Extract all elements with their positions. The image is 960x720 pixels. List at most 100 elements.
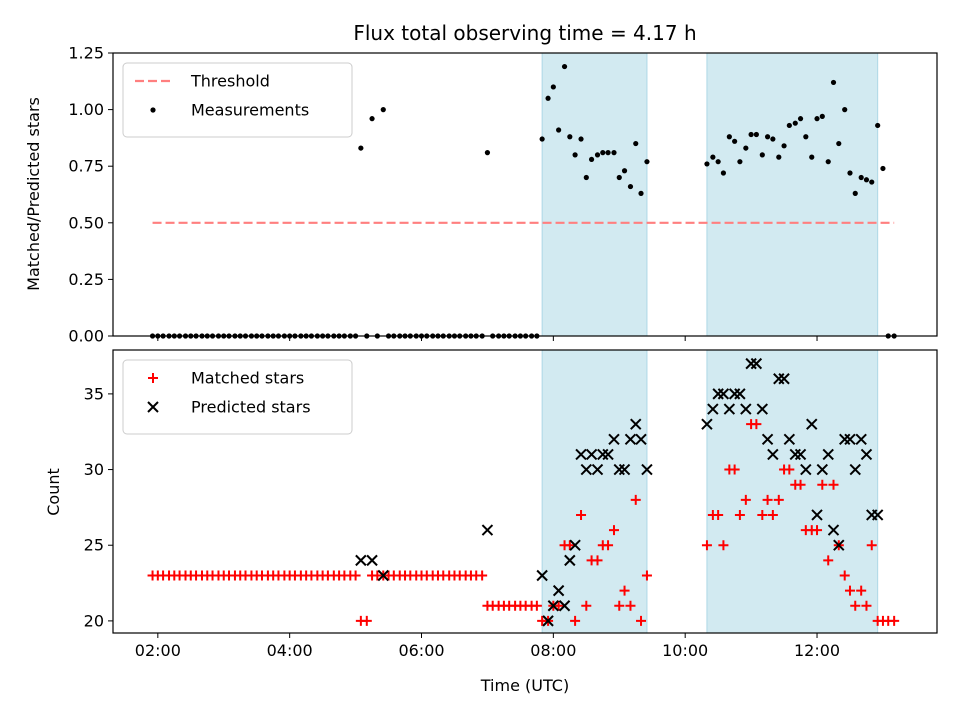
ratio-y-axis-label: Matched/Predicted stars bbox=[24, 97, 43, 291]
matched-point bbox=[850, 600, 861, 611]
predicted-point bbox=[558, 600, 571, 612]
predicted-point bbox=[734, 388, 746, 400]
predicted-point bbox=[547, 600, 560, 612]
predicted-point bbox=[822, 448, 834, 461]
measurement-point bbox=[704, 161, 710, 167]
measurement-point bbox=[875, 122, 881, 129]
predicted-point bbox=[871, 509, 884, 521]
measurement-point bbox=[550, 84, 556, 90]
measurement-point bbox=[759, 152, 765, 158]
measurement-point bbox=[726, 134, 732, 140]
matched-point bbox=[564, 540, 575, 551]
matched-point bbox=[839, 570, 850, 581]
count-axes-frame bbox=[112, 349, 938, 634]
measurement-point bbox=[737, 159, 743, 165]
x-tick-label: 10:00 bbox=[662, 641, 708, 660]
predicted-point bbox=[624, 433, 637, 445]
predicted-point bbox=[536, 569, 548, 582]
measurement-point bbox=[567, 134, 573, 140]
measurement-point bbox=[556, 127, 562, 133]
ratio-axes-frame bbox=[112, 52, 938, 337]
x-tick-label: 08:00 bbox=[530, 641, 576, 660]
chart-title: Flux total observing time = 4.17 h bbox=[353, 21, 696, 45]
predicted-point bbox=[833, 539, 845, 551]
predicted-point bbox=[806, 418, 818, 430]
matched-point bbox=[570, 615, 581, 626]
measurement-point bbox=[764, 134, 771, 140]
matched-point bbox=[592, 555, 603, 566]
count-series-0 bbox=[147, 419, 900, 626]
predicted-point bbox=[564, 554, 576, 567]
matched-point bbox=[361, 615, 372, 626]
predicted-point bbox=[816, 463, 829, 476]
measurement-point bbox=[621, 168, 628, 174]
count-panel: 20 25 30 35 02:00 04:00 06:00 08:00 10:00 12:00 Ma… bbox=[84, 349, 938, 660]
ratio-y-tick-label: 0.75 bbox=[68, 157, 104, 176]
predicted-point bbox=[635, 433, 647, 445]
x-tick-label: 02:00 bbox=[135, 641, 181, 660]
legend-series-label: Measurements bbox=[191, 101, 309, 120]
matched-point bbox=[784, 464, 795, 475]
predicted-point bbox=[355, 554, 367, 567]
matched-point bbox=[812, 525, 823, 536]
matched-point bbox=[477, 570, 488, 581]
matched-point bbox=[630, 494, 641, 505]
measurement-point bbox=[644, 159, 650, 165]
measurement-point bbox=[715, 159, 721, 165]
predicted-point bbox=[630, 418, 642, 430]
matched-point bbox=[751, 419, 762, 430]
predicted-point bbox=[844, 433, 856, 445]
count-y-axis-label: Count bbox=[44, 468, 63, 516]
measurement-point bbox=[380, 107, 386, 113]
measurement-point bbox=[743, 145, 749, 151]
ratio-y-tick-label: 1.25 bbox=[68, 44, 104, 63]
measurement-point bbox=[786, 122, 792, 129]
measurement-point bbox=[600, 150, 606, 156]
x-axis-label: Time (UTC) bbox=[480, 676, 569, 695]
predicted-point bbox=[767, 448, 779, 461]
predicted-point bbox=[740, 403, 752, 415]
predicted-point bbox=[860, 448, 873, 461]
legend-series-label: Matched stars bbox=[191, 369, 304, 388]
measurement-point bbox=[858, 174, 864, 181]
predicted-point bbox=[783, 433, 796, 445]
measurement-point bbox=[605, 150, 611, 156]
predicted-point bbox=[701, 418, 713, 430]
measurement-point bbox=[863, 177, 870, 183]
measurement-point bbox=[880, 165, 886, 172]
matched-point bbox=[713, 509, 724, 520]
legend-predicted-swatch bbox=[147, 401, 159, 413]
matched-point bbox=[641, 570, 652, 581]
matched-point bbox=[581, 600, 592, 611]
measurement-point bbox=[797, 116, 804, 122]
legend-threshold-label: Threshold bbox=[190, 72, 270, 91]
matched-point bbox=[350, 570, 361, 581]
x-tick-label: 06:00 bbox=[398, 641, 444, 660]
matched-point bbox=[817, 479, 828, 490]
legend-measurement-swatch bbox=[150, 107, 156, 113]
count-legend-box bbox=[122, 359, 353, 435]
ratio-legend: Threshold Measurements bbox=[122, 62, 353, 138]
measurement-point bbox=[561, 63, 568, 70]
predicted-point bbox=[811, 509, 823, 521]
measurement-point bbox=[803, 134, 809, 140]
predicted-point bbox=[750, 357, 763, 370]
predicted-point bbox=[552, 584, 565, 597]
matched-point bbox=[773, 494, 784, 505]
predicted-point bbox=[602, 448, 614, 461]
matched-point bbox=[889, 615, 900, 626]
predicted-point bbox=[717, 388, 730, 400]
predicted-point bbox=[585, 448, 598, 461]
measurement-point bbox=[616, 174, 622, 181]
x-tick-label: 12:00 bbox=[794, 641, 840, 660]
predicted-point bbox=[756, 403, 769, 415]
predicted-point bbox=[761, 433, 774, 445]
matched-point bbox=[757, 509, 768, 520]
measurement-point bbox=[638, 190, 644, 196]
count-legend: Matched stars Predicted stars bbox=[122, 359, 353, 435]
matched-point bbox=[866, 540, 877, 551]
matched-point bbox=[636, 615, 647, 626]
matched-point bbox=[576, 509, 587, 520]
measurement-point bbox=[753, 131, 759, 138]
count-y-tick-label: 30 bbox=[84, 460, 104, 479]
